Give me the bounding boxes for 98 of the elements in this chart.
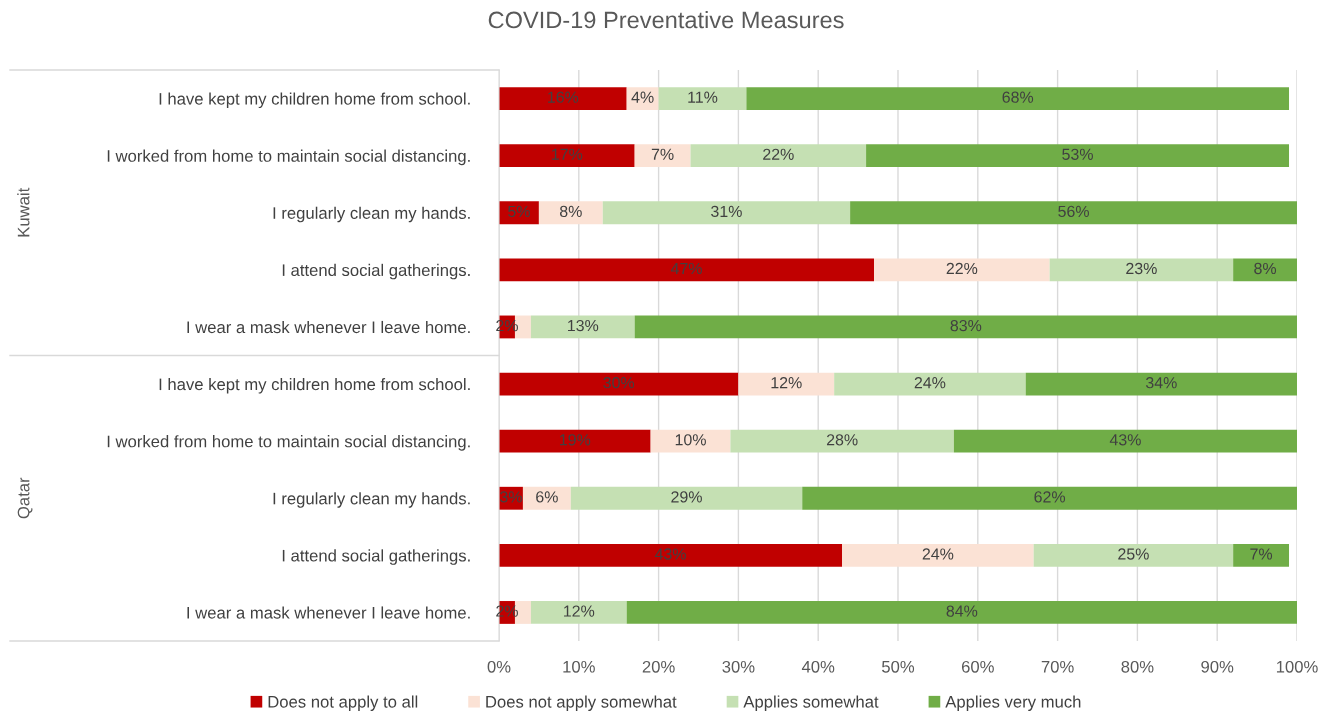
bar [499,429,651,453]
y-tick-label: I wear a mask whenever I leave home. [187,606,470,619]
x-tick-label: 80% [1121,660,1154,673]
y-tick-label: I worked from home to maintain social distancing. [107,435,470,451]
bar [499,543,843,567]
data-label: 43% [1109,434,1141,446]
y-tick-label: I have kept my children home from school. [159,378,470,394]
data-label: 23% [1126,262,1157,275]
x-tick-label: 30% [722,660,755,673]
y-tick-label: I attend social gatherings. [282,263,470,280]
bar [730,429,954,453]
bar [874,258,1050,282]
data-label: 24% [922,548,954,560]
data-label: 53% [1062,148,1093,160]
data-label: 83% [950,319,982,332]
y-tick-label: I have kept my children home from school. [159,92,470,109]
bar [626,601,1297,624]
data-label: 12% [771,377,802,389]
x-tick-label: 70% [1041,660,1074,673]
bar [690,144,867,168]
bar [634,144,691,168]
bar [953,429,1297,453]
bar [650,429,731,453]
data-label: 4% [631,91,654,103]
bar [499,372,739,396]
data-label: 84% [946,605,978,617]
data-label: 13% [568,319,599,332]
bar [499,87,627,110]
bar [626,87,659,110]
x-tick-label: 20% [642,660,675,673]
data-label: 11% [688,91,718,103]
data-label: 7% [1250,548,1273,560]
data-label: 62% [1034,491,1066,503]
data-label: 22% [763,148,794,160]
data-label: 43% [654,548,686,560]
bar [522,486,571,510]
data-label: 5% [508,205,530,218]
data-label: 12% [564,605,595,617]
data-label: 16% [548,91,579,103]
bar [530,601,627,624]
y-tick-label: I worked from home to maintain social distancing. [107,149,470,166]
bar [530,315,635,339]
data-label: 25% [1118,548,1149,560]
data-label: 34% [1145,377,1177,389]
data-label: 30% [603,377,635,389]
x-tick-label: 90% [1201,660,1234,673]
data-label: 19% [560,434,591,446]
bar [1025,372,1297,396]
data-label: 29% [671,491,702,503]
bar [802,486,1297,510]
bar [499,258,875,282]
x-tick-label: 60% [961,660,994,673]
bar [850,201,1297,225]
data-label: 10% [675,434,706,446]
legend-label: Does not apply somewhat [486,695,677,711]
x-tick-label: 0% [487,660,511,673]
x-tick-label: 50% [881,660,915,673]
y-tick-label: I wear a mask whenever I leave home. [187,320,470,334]
data-label: 22% [946,262,978,275]
bar [834,372,1026,396]
y-tick-label: I attend social gatherings. [282,549,470,565]
bar [1033,543,1234,567]
data-label: 8% [559,205,582,218]
bar [842,543,1034,567]
legend-label: Applies very much [945,695,1081,711]
data-label: 68% [1002,91,1034,103]
bar [602,201,851,225]
bar [570,486,803,510]
data-label: 7% [651,148,674,160]
text: Kuwait [17,187,30,237]
data-label: 3% [500,491,522,503]
y-tick-label: I regularly clean my hands. [273,206,470,223]
bar [1049,258,1234,282]
bar [1233,258,1297,282]
data-label: 8% [1254,262,1277,275]
data-label: 24% [914,377,946,389]
bar [866,144,1290,168]
text: Qatar [17,477,33,519]
legend-label: Applies somewhat [743,695,879,711]
bar [1233,543,1290,567]
data-label: 17% [552,148,583,160]
x-tick-label: 10% [563,660,595,673]
chart-title: COVID-19 Preventative Measures [488,11,844,29]
x-tick-label: 100% [1276,660,1318,673]
legend-label: Does not apply to all [268,695,418,711]
data-label: 56% [1058,205,1089,218]
bar [499,144,635,168]
bar [634,315,1297,339]
data-label: 6% [536,491,558,503]
data-label: 28% [826,434,858,446]
data-label: 31% [711,205,742,218]
bar [658,87,747,110]
y-tick-label: I regularly clean my hands. [273,492,470,508]
x-tick-label: 40% [801,660,835,673]
bar [746,87,1290,110]
bar [738,372,835,396]
data-label: 47% [670,262,702,275]
bar [538,201,603,225]
